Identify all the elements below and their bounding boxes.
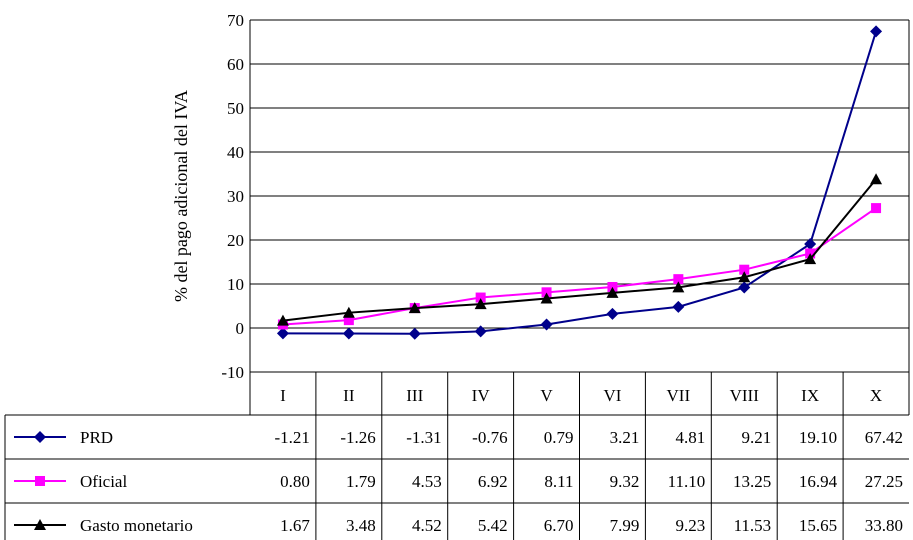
series-line xyxy=(282,207,877,326)
data-point xyxy=(738,281,751,294)
y-tick-label: 10 xyxy=(227,275,244,294)
table-cell: -1.31 xyxy=(406,428,441,447)
series-line xyxy=(282,31,878,335)
data-point xyxy=(870,25,883,38)
table-cell: 27.25 xyxy=(865,472,903,491)
table-cell: 0.79 xyxy=(544,428,574,447)
table-cell: 8.11 xyxy=(544,472,573,491)
data-point xyxy=(871,203,882,214)
y-tick-label: 20 xyxy=(227,231,244,250)
table-cell: 4.52 xyxy=(412,516,442,535)
data-point xyxy=(739,264,750,275)
data-point xyxy=(540,318,553,331)
legend-label: PRD xyxy=(80,428,113,447)
x-tick-label: VIII xyxy=(730,386,760,405)
y-tick-label: 0 xyxy=(236,319,245,338)
table-cell: 11.10 xyxy=(668,472,706,491)
table-cell: 16.94 xyxy=(799,472,838,491)
table-cell: 9.23 xyxy=(676,516,706,535)
data-point xyxy=(541,287,552,298)
data-point xyxy=(606,286,619,298)
legend-label: Gasto monetario xyxy=(80,516,193,535)
data-point xyxy=(804,237,817,250)
table-cell: 15.65 xyxy=(799,516,837,535)
x-tick-label: I xyxy=(280,386,286,405)
table-cell: 9.32 xyxy=(610,472,640,491)
data-point xyxy=(870,173,883,185)
table-cell: 5.42 xyxy=(478,516,508,535)
y-tick-label: 60 xyxy=(227,55,244,74)
y-axis-label: % del pago adicional del IVA xyxy=(171,90,191,302)
data-point xyxy=(276,314,289,326)
table-cell: -1.21 xyxy=(274,428,309,447)
data-point xyxy=(738,271,751,283)
y-tick-label: 30 xyxy=(227,187,244,206)
data-point xyxy=(408,302,421,314)
table-cell: 13.25 xyxy=(733,472,771,491)
data-point xyxy=(342,306,355,318)
y-tick-label: -10 xyxy=(221,363,244,382)
legend-marker xyxy=(34,519,46,530)
table-cell: -0.76 xyxy=(472,428,507,447)
data-point xyxy=(342,327,355,340)
data-point xyxy=(673,274,684,285)
table-cell: -1.26 xyxy=(340,428,375,447)
table-cell: 4.81 xyxy=(676,428,706,447)
table-cell: 67.42 xyxy=(865,428,903,447)
x-tick-label: VI xyxy=(603,386,621,405)
data-point xyxy=(343,315,354,326)
data-point xyxy=(474,325,487,338)
table-cell: 1.79 xyxy=(346,472,376,491)
table-cell: 3.48 xyxy=(346,516,376,535)
data-point xyxy=(672,281,685,293)
y-tick-label: 50 xyxy=(227,99,244,118)
table-cell: 3.21 xyxy=(610,428,640,447)
data-point xyxy=(474,298,487,310)
legend-marker xyxy=(34,431,46,443)
x-tick-label: X xyxy=(870,386,882,405)
series-line xyxy=(282,178,877,322)
x-tick-label: IX xyxy=(801,386,819,405)
table-cell: 7.99 xyxy=(610,516,640,535)
data-point xyxy=(408,327,421,340)
table-cell: 19.10 xyxy=(799,428,837,447)
data-point xyxy=(540,292,553,304)
x-tick-label: III xyxy=(406,386,423,405)
table-cell: 0.80 xyxy=(280,472,310,491)
data-point xyxy=(606,307,619,320)
legend-marker xyxy=(35,476,45,486)
x-tick-label: IV xyxy=(472,386,491,405)
table-cell: 6.92 xyxy=(478,472,508,491)
legend-label: Oficial xyxy=(80,472,127,491)
x-tick-label: VII xyxy=(667,386,691,405)
data-point xyxy=(276,327,289,340)
table-cell: 33.80 xyxy=(865,516,903,535)
data-point xyxy=(672,300,685,313)
table-cell: 1.67 xyxy=(280,516,310,535)
y-tick-label: 70 xyxy=(227,11,244,30)
y-tick-label: 40 xyxy=(227,143,244,162)
data-point xyxy=(804,253,817,265)
table-cell: 9.21 xyxy=(741,428,771,447)
table-cell: 11.53 xyxy=(734,516,772,535)
table-cell: 6.70 xyxy=(544,516,574,535)
x-tick-label: V xyxy=(540,386,553,405)
table-cell: 4.53 xyxy=(412,472,442,491)
data-point xyxy=(475,292,486,303)
x-tick-label: II xyxy=(343,386,355,405)
